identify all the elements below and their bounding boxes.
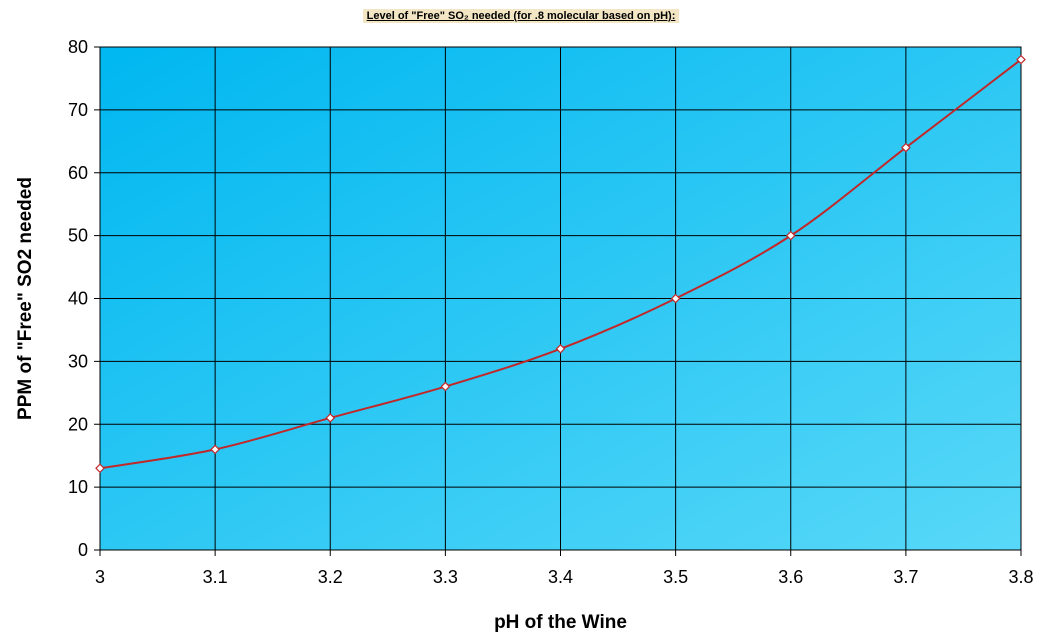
plot-border — [99, 46, 1022, 551]
y-tick-labels: 0 10 20 30 40 50 60 70 80 — [68, 37, 88, 560]
data-point-marker — [95, 463, 105, 474]
x-tick-label: 3.3 — [433, 567, 458, 587]
x-tick-label: 3.5 — [663, 567, 688, 587]
y-tick-label: 10 — [68, 477, 88, 497]
x-tick-labels: 3 3.1 3.2 3.3 3.4 3.5 3.6 3.7 3.8 — [95, 567, 1034, 587]
y-tick-label: 40 — [68, 289, 88, 309]
y-tick-label: 70 — [68, 100, 88, 120]
series-line — [99, 58, 1022, 470]
y-tick-label: 60 — [68, 163, 88, 183]
x-tick-label: 3.1 — [203, 567, 228, 587]
data-point-marker — [670, 293, 681, 304]
data-point-marker — [785, 230, 796, 241]
x-tick-label: 3.4 — [548, 567, 573, 587]
data-point-marker — [210, 444, 220, 455]
x-tick-label: 3.8 — [1008, 567, 1033, 587]
grid — [94, 46, 1022, 556]
x-tick-label: 3 — [95, 567, 105, 587]
data-point-marker — [901, 142, 911, 153]
x-tick-label: 3.2 — [318, 567, 343, 587]
x-tick-label: 3.7 — [893, 567, 918, 587]
chart-title-banner: Level of "Free" SO₂ needed (for .8 molec… — [0, 6, 1042, 24]
y-axis-title: PPM of "Free" SO2 needed — [15, 177, 36, 420]
x-axis-title: pH of the Wine — [494, 612, 627, 633]
y-tick-label: 50 — [68, 226, 88, 246]
series-markers — [95, 54, 1026, 474]
y-tick-label: 0 — [78, 540, 88, 560]
data-point-marker — [440, 381, 451, 392]
data-point-marker — [555, 343, 566, 354]
chart-title: Level of "Free" SO₂ needed (for .8 molec… — [362, 9, 680, 23]
data-point-marker — [1016, 54, 1026, 65]
y-tick-label: 80 — [68, 37, 88, 57]
y-tick-label: 30 — [68, 351, 88, 371]
x-tick-label: 3.6 — [778, 567, 803, 587]
y-tick-label: 20 — [68, 414, 88, 434]
data-point-marker — [325, 413, 336, 423]
